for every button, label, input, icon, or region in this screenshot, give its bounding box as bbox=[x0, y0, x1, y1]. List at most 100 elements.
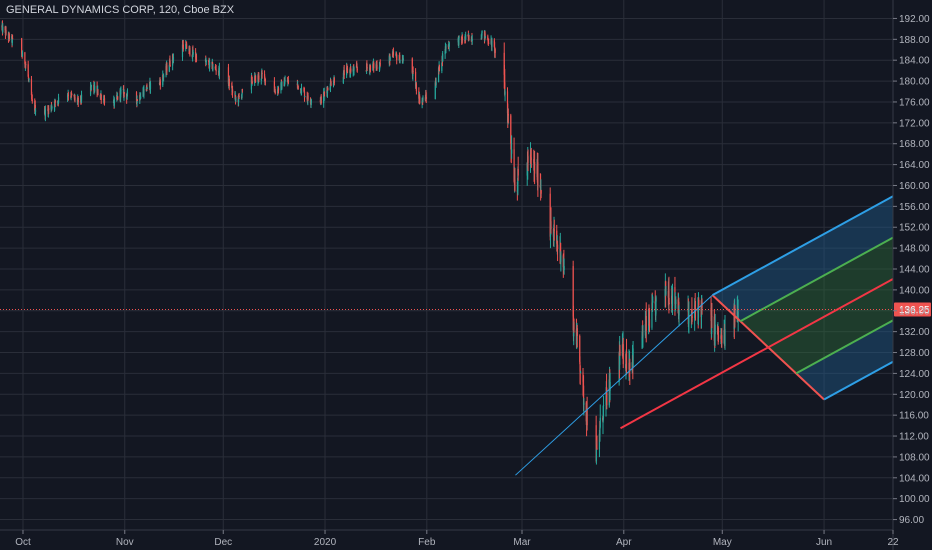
candle-body bbox=[103, 98, 106, 103]
time-axis-label: May bbox=[713, 537, 732, 548]
price-axis-label: 128.00 bbox=[899, 348, 930, 359]
candle-body bbox=[691, 316, 693, 318]
candle-body bbox=[57, 97, 60, 103]
price-axis-label: 180.00 bbox=[899, 77, 930, 88]
candle-body bbox=[488, 42, 490, 44]
candle-body bbox=[665, 291, 667, 295]
candle-body bbox=[287, 80, 289, 84]
candle-body bbox=[599, 417, 601, 428]
candle-body bbox=[300, 87, 303, 94]
candle-body bbox=[263, 74, 266, 77]
candle-body bbox=[231, 89, 234, 94]
candle-body bbox=[135, 92, 138, 101]
candle-body bbox=[80, 94, 83, 101]
candle-body bbox=[461, 36, 463, 41]
candle-body bbox=[511, 149, 513, 154]
candle-body bbox=[195, 55, 198, 61]
price-axis-label: 116.00 bbox=[899, 411, 929, 422]
candle-body bbox=[530, 154, 532, 158]
candle-body bbox=[373, 62, 375, 69]
candle-body bbox=[481, 30, 483, 34]
candle-body bbox=[435, 82, 437, 86]
candle-body bbox=[89, 86, 92, 95]
pitchfork-tool[interactable] bbox=[515, 195, 894, 476]
pitchfork-zone bbox=[796, 320, 893, 400]
candle-body bbox=[468, 35, 470, 41]
candle-body bbox=[526, 162, 528, 176]
price-axis-label: 192.00 bbox=[899, 14, 930, 25]
candle-body bbox=[586, 409, 588, 426]
candle-body bbox=[120, 89, 122, 91]
candle-body bbox=[343, 69, 345, 76]
candle-body bbox=[714, 324, 716, 335]
candle-body bbox=[342, 77, 344, 83]
candle-body bbox=[510, 115, 512, 144]
candle-body bbox=[8, 34, 10, 39]
candle-body bbox=[465, 35, 467, 40]
candle-body bbox=[24, 52, 26, 65]
price-axis[interactable]: 96.00 100.00 104.00 108.00 112.00 116.00 120.0… bbox=[892, 0, 930, 550]
candle-body bbox=[327, 88, 329, 90]
candle-body bbox=[698, 299, 700, 305]
candle-body bbox=[356, 68, 358, 71]
time-axis[interactable]: Oct Nov Dec 2020 Feb Mar Apr May Jun 22 bbox=[0, 529, 899, 548]
candle-body bbox=[113, 99, 115, 106]
candle-body bbox=[563, 266, 565, 271]
price-axis-label: 148.00 bbox=[899, 244, 930, 255]
candle-body bbox=[303, 87, 305, 92]
candle-body bbox=[333, 78, 335, 83]
candle-body bbox=[189, 47, 191, 55]
candle-body bbox=[503, 52, 505, 75]
pitchfork-level-line bbox=[739, 236, 894, 323]
candle-body bbox=[622, 344, 624, 365]
candle-body bbox=[549, 233, 552, 237]
candle-body bbox=[418, 90, 420, 99]
time-axis-label: Dec bbox=[214, 537, 232, 548]
candle-body bbox=[97, 89, 99, 95]
candle-body bbox=[320, 96, 322, 104]
time-axis-label: 2020 bbox=[314, 537, 337, 548]
pitchfork-zone bbox=[768, 278, 893, 374]
candle-body bbox=[27, 64, 29, 77]
candle-body bbox=[227, 67, 230, 84]
candle-body bbox=[596, 448, 598, 450]
candle-body bbox=[254, 75, 257, 83]
candle-body bbox=[648, 319, 651, 328]
pitchfork-level-line bbox=[711, 195, 894, 296]
time-axis-label: 22 bbox=[887, 537, 899, 548]
candle-body bbox=[31, 99, 33, 102]
candle-body bbox=[530, 158, 532, 160]
candle-body bbox=[642, 335, 644, 337]
candle-body bbox=[506, 91, 509, 114]
candle-body bbox=[599, 427, 601, 436]
candle-body bbox=[415, 84, 418, 91]
candle-body bbox=[117, 96, 119, 100]
candle-body bbox=[274, 91, 276, 94]
price-axis-label: 164.00 bbox=[899, 160, 930, 171]
candle-body bbox=[251, 81, 253, 84]
candle-body bbox=[484, 36, 486, 38]
price-axis-label: 120.00 bbox=[899, 390, 930, 401]
candle-body bbox=[392, 52, 395, 55]
candle-body bbox=[136, 99, 138, 104]
candle-body bbox=[366, 67, 368, 69]
candle-body bbox=[576, 328, 578, 336]
candle-body bbox=[514, 179, 516, 191]
price-axis-label: 112.00 bbox=[899, 432, 929, 443]
candle-body bbox=[192, 52, 194, 55]
price-axis-label: 156.00 bbox=[899, 202, 930, 213]
candle-body bbox=[146, 85, 148, 89]
price-axis-label: 176.00 bbox=[899, 97, 930, 108]
pitchfork-level-line bbox=[823, 360, 894, 401]
candle-body bbox=[721, 335, 723, 344]
candle-body bbox=[11, 38, 14, 40]
candle-body bbox=[323, 92, 326, 94]
candle-body bbox=[448, 42, 450, 47]
candle-body bbox=[582, 385, 585, 405]
time-axis-label: Oct bbox=[15, 537, 31, 548]
price-axis-label: 100.00 bbox=[899, 494, 930, 505]
candle-body bbox=[655, 297, 657, 302]
candle-body bbox=[238, 95, 240, 97]
candle-body bbox=[281, 81, 283, 89]
